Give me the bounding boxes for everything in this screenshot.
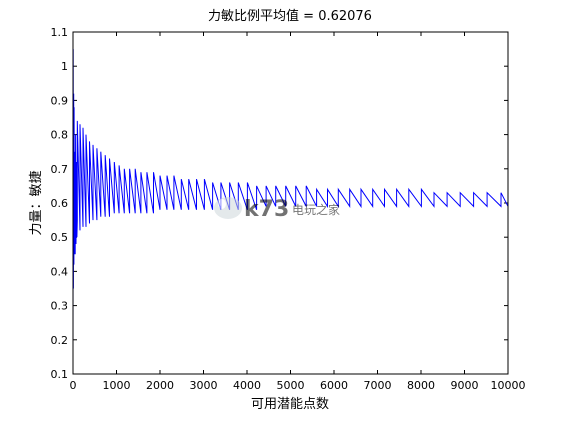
y-tick-label: 1 (61, 60, 68, 73)
x-tick-label: 0 (70, 379, 77, 392)
y-tick-label: 0.7 (51, 163, 69, 176)
x-tick-label: 10000 (491, 379, 526, 392)
y-tick-label: 0.5 (51, 231, 69, 244)
y-tick-label: 0.2 (51, 334, 69, 347)
series-line (72, 49, 509, 357)
y-tick-label: 1.1 (51, 26, 69, 39)
x-tick-label: 1000 (103, 379, 131, 392)
x-tick-label: 4000 (233, 379, 261, 392)
svg-text:k73: k73 (244, 197, 289, 222)
x-axis-label: 可用潜能点数 (251, 397, 329, 412)
x-tick-label: 7000 (364, 379, 392, 392)
chart-title: 力敏比例平均值 = 0.62076 (208, 8, 372, 24)
y-tick-label: 0.1 (51, 368, 69, 381)
x-tick-label: 9000 (451, 379, 479, 392)
watermark-logo: k73 电玩之家 (214, 197, 340, 222)
x-tick-label: 3000 (190, 379, 218, 392)
x-tick-label: 2000 (146, 379, 174, 392)
y-tick-label: 0.3 (51, 300, 69, 313)
y-tick-label: 0.8 (51, 129, 69, 142)
x-tick-labels: 0 1000 2000 3000 4000 5000 6000 7000 8000 9000 100… (70, 379, 526, 392)
plot-box (72, 31, 509, 375)
x-tick-label: 5000 (277, 379, 305, 392)
series-group (72, 49, 509, 357)
svg-text:电玩之家: 电玩之家 (292, 202, 340, 217)
y-tick-label: 0.4 (51, 265, 69, 278)
x-tick-label: 8000 (407, 379, 435, 392)
y-tick-labels: 0.1 0.2 0.3 0.4 0.5 0.6 0.7 0.8 0.9 1 1.1 (51, 26, 69, 381)
y-tick-label: 0.9 (51, 94, 69, 107)
x-tick-label: 6000 (320, 379, 348, 392)
y-tick-label: 0.6 (51, 197, 69, 210)
y-axis-label: 力量：敏捷 (29, 170, 44, 235)
